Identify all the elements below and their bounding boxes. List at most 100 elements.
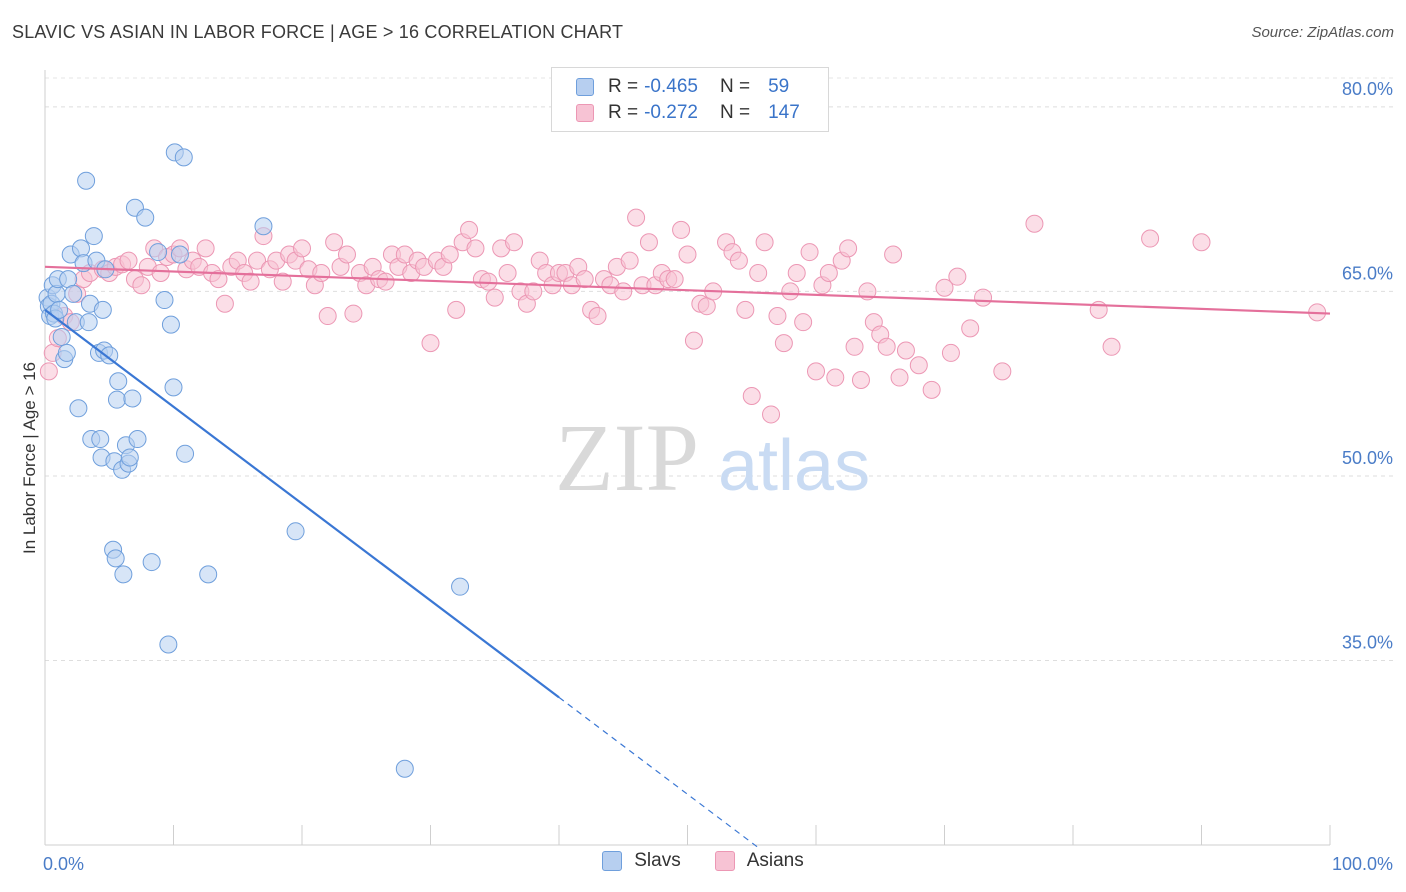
asians-point	[877, 337, 896, 356]
asians-point	[948, 267, 967, 286]
legend-r-value: -0.465	[644, 76, 698, 97]
slavs-point	[159, 635, 178, 654]
x-tick-label-min: 0.0%	[43, 854, 84, 874]
y-tick-label: 35.0%	[1342, 632, 1393, 652]
asians-point	[588, 307, 607, 326]
correlation-legend: R = -0.465 N = 59 R = -0.272 N = 147	[551, 67, 829, 132]
slavs-point	[451, 577, 470, 596]
asians-point	[672, 220, 691, 239]
asians-point	[151, 263, 170, 282]
asians-point	[851, 371, 870, 389]
asians-point	[935, 278, 954, 297]
asians-point	[845, 337, 864, 356]
asians-point	[241, 272, 260, 291]
asians-point	[440, 245, 459, 264]
grid-lines	[45, 77, 1393, 661]
legend-row-asians: R = -0.272 N = 147	[576, 100, 800, 126]
legend-row-slavs: R = -0.465 N = 59	[576, 74, 789, 100]
asians-point	[826, 368, 845, 387]
asians-point	[749, 263, 768, 282]
asians-point	[1141, 229, 1160, 248]
slavs-point	[69, 399, 88, 418]
asians-point	[684, 331, 703, 350]
asians-point	[755, 233, 774, 252]
asians-point	[787, 263, 806, 282]
asians-point	[337, 245, 356, 264]
asians-point	[485, 288, 504, 307]
asians-point	[742, 386, 761, 405]
asians-point	[781, 282, 800, 301]
slavs-point	[50, 300, 69, 319]
asians-point	[774, 334, 793, 353]
slavs-point	[254, 217, 273, 236]
slavs-point	[170, 245, 189, 264]
slavs-point	[106, 549, 125, 568]
slavs-points	[38, 143, 470, 778]
asians-point	[768, 307, 787, 326]
slavs-point	[164, 378, 183, 397]
legend-r-label: R =	[608, 102, 639, 123]
slavs-point	[57, 343, 76, 362]
legend-n-label: N =	[719, 76, 751, 97]
slavs-point	[286, 522, 305, 541]
asians-point	[1102, 337, 1121, 356]
slavs-point	[395, 759, 414, 778]
asians-point	[941, 343, 960, 362]
asians-point	[119, 251, 138, 270]
y-tick-label: 80.0%	[1342, 79, 1393, 99]
asians-point	[460, 220, 479, 239]
asians-point	[794, 313, 813, 332]
legend-r-value: -0.272	[644, 102, 698, 123]
asians-point	[807, 362, 825, 381]
slavs-swatch	[576, 78, 594, 96]
asians-point	[678, 245, 697, 264]
asians-point	[498, 263, 517, 282]
slavs-point	[120, 448, 139, 467]
asians-point	[575, 270, 594, 289]
asians-points	[39, 208, 1327, 424]
slavs-point	[142, 553, 161, 572]
slavs-point	[123, 389, 142, 408]
asians-point	[614, 282, 633, 301]
asians-point	[479, 272, 498, 291]
asians-point	[922, 380, 941, 399]
asians-point	[293, 239, 311, 258]
asians-point	[819, 263, 838, 282]
asians-point	[1192, 233, 1211, 252]
asians-point	[974, 288, 993, 307]
slavs-point	[100, 346, 119, 365]
asians-point	[884, 245, 903, 264]
chart-title: SLAVIC VS ASIAN IN LABOR FORCE | AGE > 1…	[12, 22, 624, 42]
asians-legend-label: Asians	[746, 850, 804, 871]
slavs-point	[77, 171, 96, 190]
asians-point	[839, 239, 858, 258]
slavs-point	[93, 300, 112, 319]
y-tick-label: 65.0%	[1342, 263, 1393, 283]
source-label: Source: ZipAtlas.com	[1251, 24, 1394, 41]
asians-point	[729, 251, 748, 270]
slavs-legend-label: Slavs	[634, 850, 681, 871]
legend-n-value: 147	[768, 102, 800, 123]
tick-labels: 35.0% 50.0% 65.0% 80.0% 0.0% 100.0%	[43, 79, 1393, 874]
slavs-point	[161, 315, 180, 334]
slavs-trend-extension	[558, 696, 759, 849]
slavs-point	[107, 390, 126, 409]
slavs-point	[114, 565, 133, 584]
asians-point	[447, 300, 466, 319]
slavs-point	[128, 430, 147, 449]
y-axis-label: In Labor Force | Age > 16	[20, 362, 39, 554]
asians-point	[890, 368, 909, 387]
asians-point	[627, 208, 646, 227]
asians-point	[639, 233, 658, 252]
y-tick-label: 50.0%	[1342, 448, 1393, 468]
asians-point	[665, 270, 684, 289]
asians-legend-swatch	[714, 851, 735, 871]
asians-point	[736, 300, 755, 319]
asians-point	[1025, 214, 1044, 233]
slavs-point	[79, 313, 98, 332]
slavs-point	[71, 239, 90, 258]
asians-point	[132, 276, 151, 295]
slavs-point	[176, 444, 195, 463]
asians-point	[896, 341, 915, 360]
